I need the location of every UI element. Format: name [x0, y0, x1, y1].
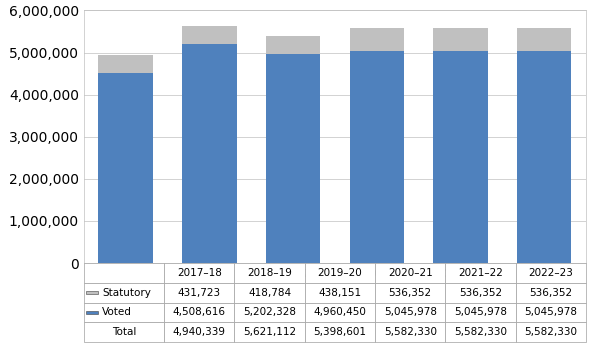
Text: 2019–20: 2019–20	[318, 268, 362, 278]
Bar	[305, 263, 375, 283]
Bar	[164, 303, 234, 322]
Text: 438,151: 438,151	[318, 288, 361, 298]
Bar	[84, 283, 164, 303]
Bar	[433, 28, 488, 51]
Bar	[234, 322, 305, 342]
Bar	[375, 263, 446, 283]
Bar	[164, 263, 234, 283]
Text: 4,508,616: 4,508,616	[173, 307, 226, 318]
Text: Total: Total	[112, 327, 136, 337]
Bar	[86, 291, 98, 294]
Bar	[305, 283, 375, 303]
Bar	[164, 322, 234, 342]
Text: 2020–21: 2020–21	[388, 268, 432, 278]
Bar	[515, 322, 586, 342]
Bar	[515, 283, 586, 303]
Bar	[446, 303, 515, 322]
Bar	[266, 36, 321, 54]
Bar	[182, 27, 237, 44]
Text: Voted: Voted	[102, 307, 132, 318]
Bar	[446, 322, 515, 342]
Text: 4,960,450: 4,960,450	[313, 307, 367, 318]
Bar	[517, 51, 571, 263]
Text: 5,045,978: 5,045,978	[524, 307, 578, 318]
Bar	[433, 51, 488, 263]
Text: 5,398,601: 5,398,601	[313, 327, 367, 337]
Bar	[305, 322, 375, 342]
Text: 5,582,330: 5,582,330	[454, 327, 507, 337]
Bar	[375, 322, 446, 342]
Text: 431,723: 431,723	[178, 288, 221, 298]
Bar	[515, 263, 586, 283]
Text: 5,582,330: 5,582,330	[384, 327, 437, 337]
Bar	[349, 28, 404, 51]
Bar	[84, 322, 164, 342]
Bar	[234, 263, 305, 283]
Bar	[349, 51, 404, 263]
Bar	[234, 283, 305, 303]
Bar	[86, 311, 98, 314]
Bar	[98, 55, 152, 73]
Text: 5,045,978: 5,045,978	[454, 307, 507, 318]
Text: 536,352: 536,352	[459, 288, 502, 298]
Text: 5,621,112: 5,621,112	[243, 327, 296, 337]
Text: 5,045,978: 5,045,978	[384, 307, 437, 318]
Bar	[182, 44, 237, 263]
Text: 418,784: 418,784	[248, 288, 291, 298]
Bar	[84, 263, 164, 283]
Text: Statutory: Statutory	[102, 288, 151, 298]
Text: 2022–23: 2022–23	[529, 268, 573, 278]
Bar	[234, 303, 305, 322]
Text: 2017–18: 2017–18	[177, 268, 222, 278]
Bar	[375, 303, 446, 322]
Bar	[375, 283, 446, 303]
Text: 5,202,328: 5,202,328	[243, 307, 296, 318]
Bar	[517, 28, 571, 51]
Bar	[164, 283, 234, 303]
Bar	[446, 263, 515, 283]
Text: 2018–19: 2018–19	[247, 268, 292, 278]
Y-axis label: Dollars: Dollars	[0, 112, 3, 161]
Text: 5,582,330: 5,582,330	[524, 327, 578, 337]
Text: 2021–22: 2021–22	[458, 268, 503, 278]
Bar	[446, 283, 515, 303]
Bar	[266, 54, 321, 263]
Bar	[84, 303, 164, 322]
Bar	[98, 73, 152, 263]
Bar	[515, 303, 586, 322]
Bar	[305, 303, 375, 322]
Text: 536,352: 536,352	[389, 288, 432, 298]
Text: 536,352: 536,352	[529, 288, 572, 298]
Text: 4,940,339: 4,940,339	[173, 327, 226, 337]
